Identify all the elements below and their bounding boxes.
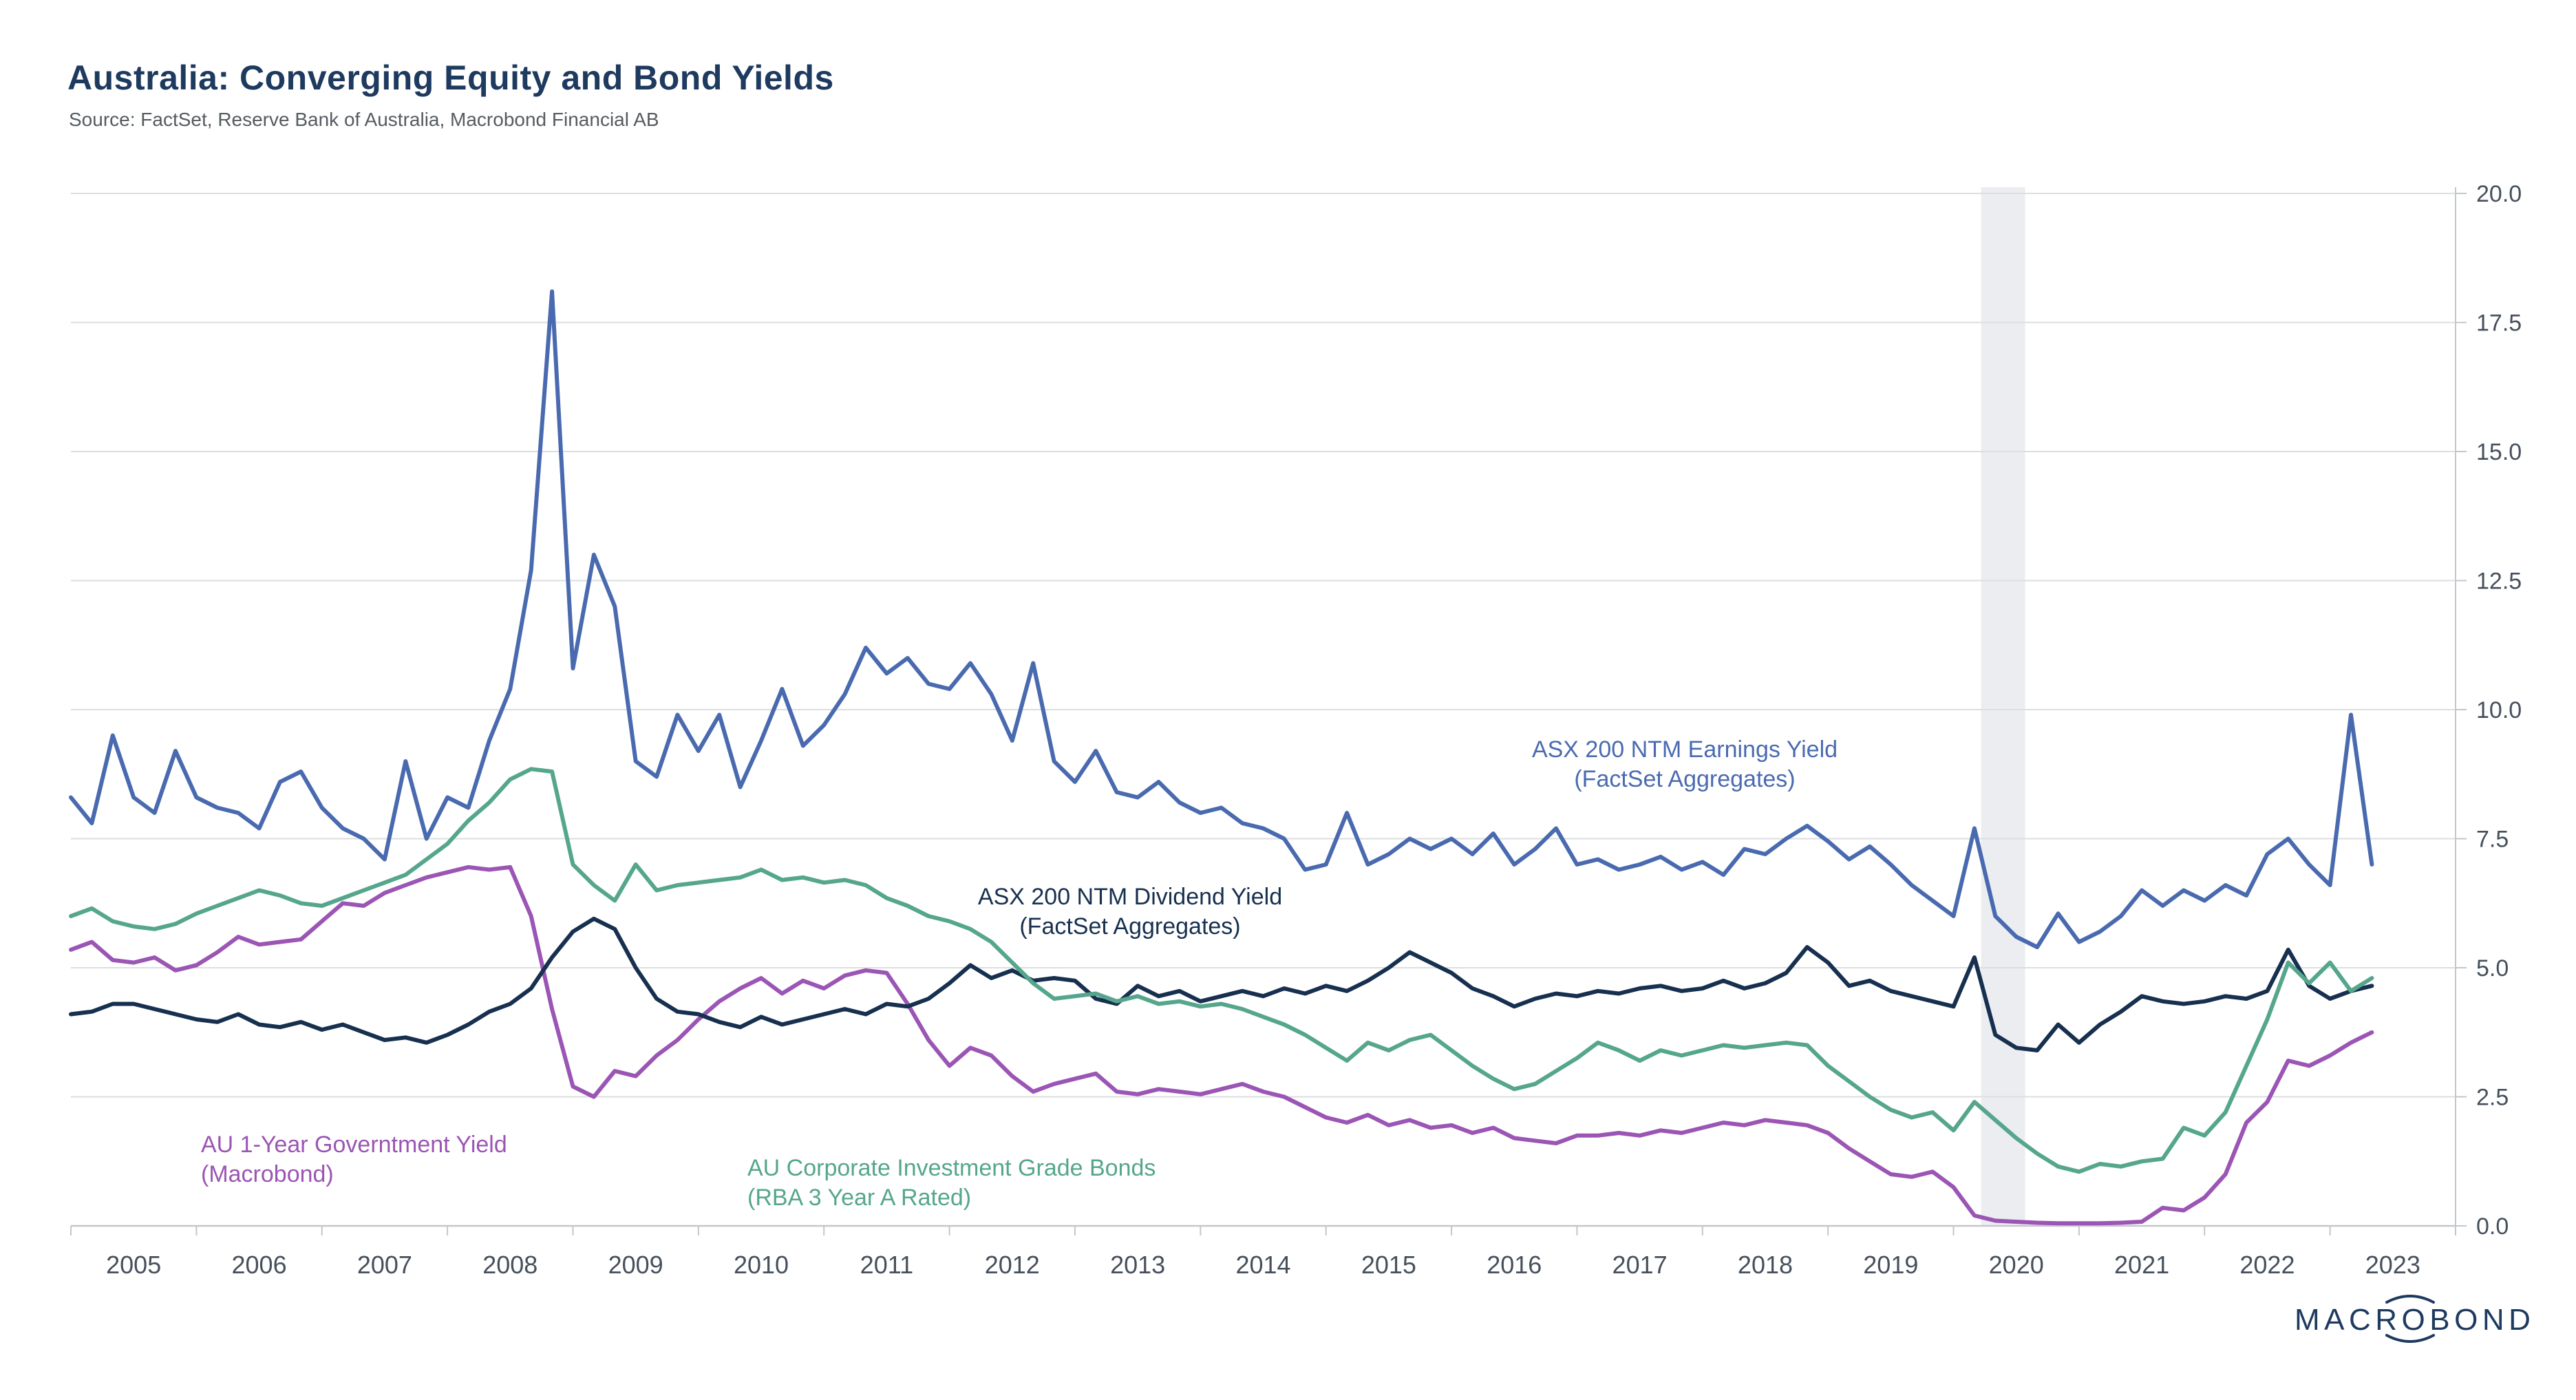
- series-line-earnings: [69, 289, 2374, 949]
- x-tick-label: 2013: [1110, 1251, 1165, 1279]
- x-tick-label: 2011: [860, 1251, 913, 1279]
- recession-band: [1981, 187, 2025, 1226]
- x-tick-label: 2007: [357, 1251, 412, 1279]
- series-label-govt: AU 1-Year Governtment Yield (Macrobond): [201, 1132, 507, 1187]
- y-tick-label: 5.0: [2476, 955, 2509, 982]
- series-label-corp: AU Corporate Investment Grade Bonds (RBA …: [747, 1155, 1156, 1211]
- x-tick-label: 2018: [1738, 1251, 1793, 1279]
- x-tick-label: 2019: [1863, 1251, 1918, 1279]
- x-tick-label: 2006: [232, 1251, 287, 1279]
- x-tick-label: 2009: [608, 1251, 663, 1279]
- page-title: Australia: Converging Equity and Bond Yi…: [67, 59, 834, 97]
- x-tick-label: 2022: [2239, 1251, 2295, 1279]
- x-tick-label: 2020: [1989, 1251, 2044, 1279]
- x-tick-label: 2005: [106, 1251, 161, 1279]
- x-tick-label: 2016: [1487, 1251, 1542, 1279]
- logo-arc-top-icon: [2385, 1295, 2435, 1304]
- x-tick-label: 2010: [734, 1251, 789, 1279]
- x-tick-label: 2023: [2365, 1251, 2420, 1279]
- logo-arc-bottom-icon: [2385, 1334, 2435, 1343]
- macrobond-logo-text: MACROBOND: [2295, 1303, 2535, 1337]
- series-label-earnings: ASX 200 NTM Earnings Yield (FactSet Aggre…: [1531, 736, 1838, 792]
- series-line-dividend: [69, 916, 2374, 1052]
- y-tick-label: 0.0: [2476, 1213, 2509, 1240]
- series-label-dividend: ASX 200 NTM Dividend Yield (FactSet Aggre…: [977, 884, 1283, 940]
- x-tick-label: 2021: [2114, 1251, 2169, 1279]
- macrobond-logo: MACROBOND: [2295, 1295, 2535, 1343]
- x-tick-label: 2014: [1235, 1251, 1290, 1279]
- source-line: Source: FactSet, Reserve Bank of Austral…: [69, 109, 659, 130]
- y-tick-label: 17.5: [2476, 310, 2522, 337]
- x-tick-label: 2015: [1361, 1251, 1416, 1279]
- series-line-govt: [69, 865, 2374, 1226]
- x-tick-label: 2012: [985, 1251, 1040, 1279]
- series-line-corp: [69, 767, 2374, 1174]
- y-tick-label: 20.0: [2476, 181, 2522, 207]
- y-tick-label: 2.5: [2476, 1085, 2509, 1111]
- y-tick-label: 10.0: [2476, 697, 2522, 723]
- y-tick-label: 12.5: [2476, 569, 2522, 595]
- x-tick-label: 2008: [482, 1251, 537, 1279]
- x-tick-label: 2017: [1612, 1251, 1668, 1279]
- y-tick-label: 7.5: [2476, 827, 2509, 853]
- y-tick-label: 15.0: [2476, 439, 2522, 465]
